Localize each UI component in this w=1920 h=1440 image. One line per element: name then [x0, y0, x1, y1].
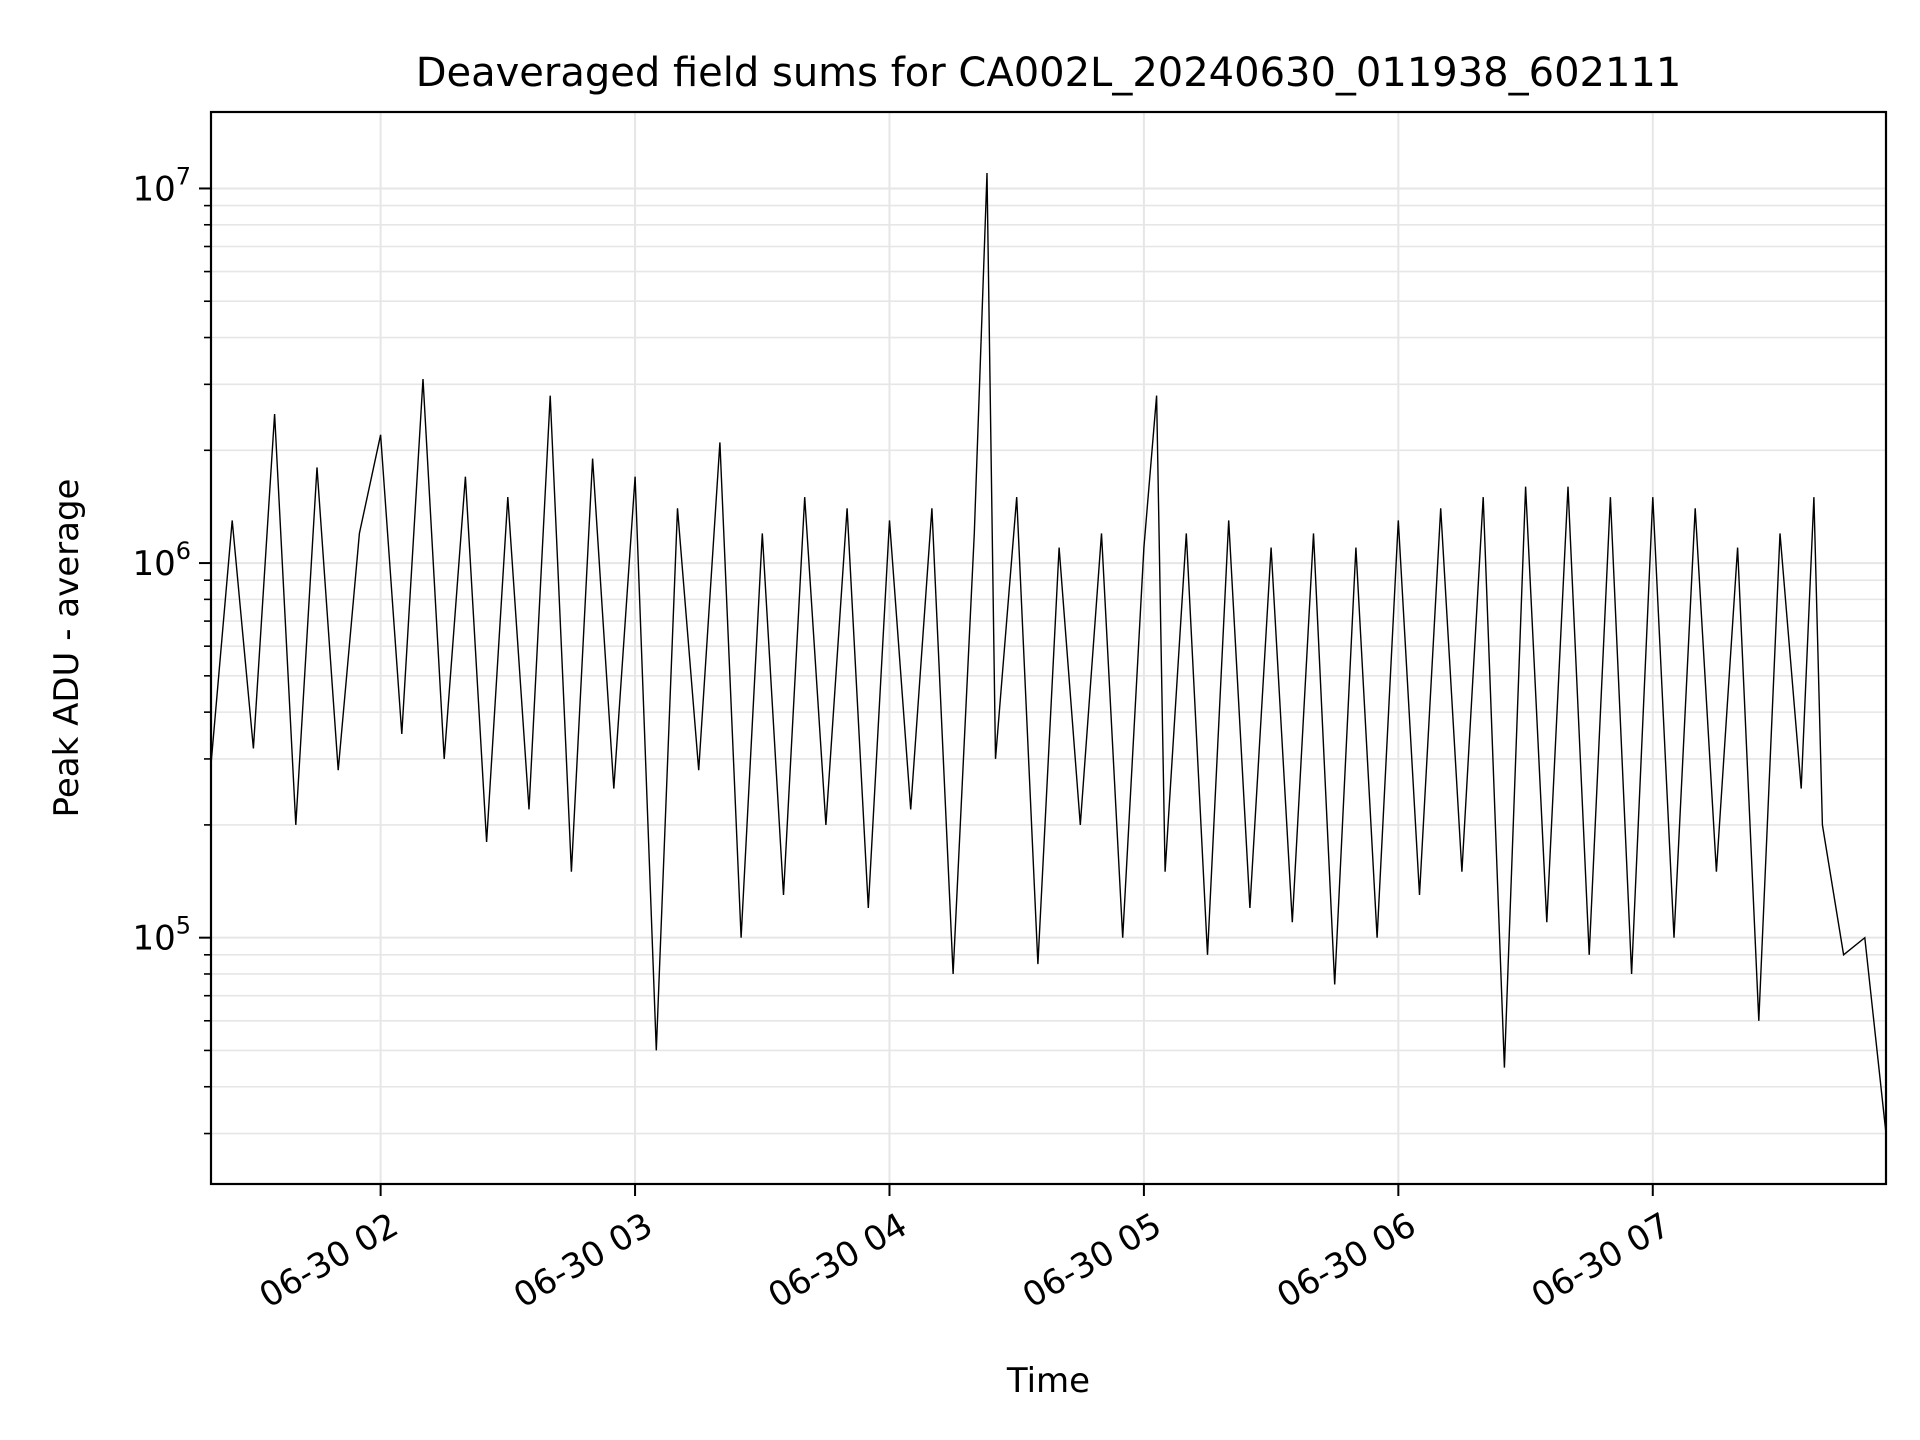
y-tick-label: 107 [132, 162, 191, 209]
chart-title: Deaveraged field sums for CA002L_2024063… [416, 50, 1682, 96]
series-layer [210, 172, 1887, 1134]
plot-frame [209, 110, 1888, 1186]
y-axis-label: Peak ADU - average [47, 479, 87, 818]
x-axis-label: Time [1006, 1361, 1090, 1401]
series-line [210, 172, 1887, 1134]
y-tick-label: 106 [132, 537, 191, 584]
